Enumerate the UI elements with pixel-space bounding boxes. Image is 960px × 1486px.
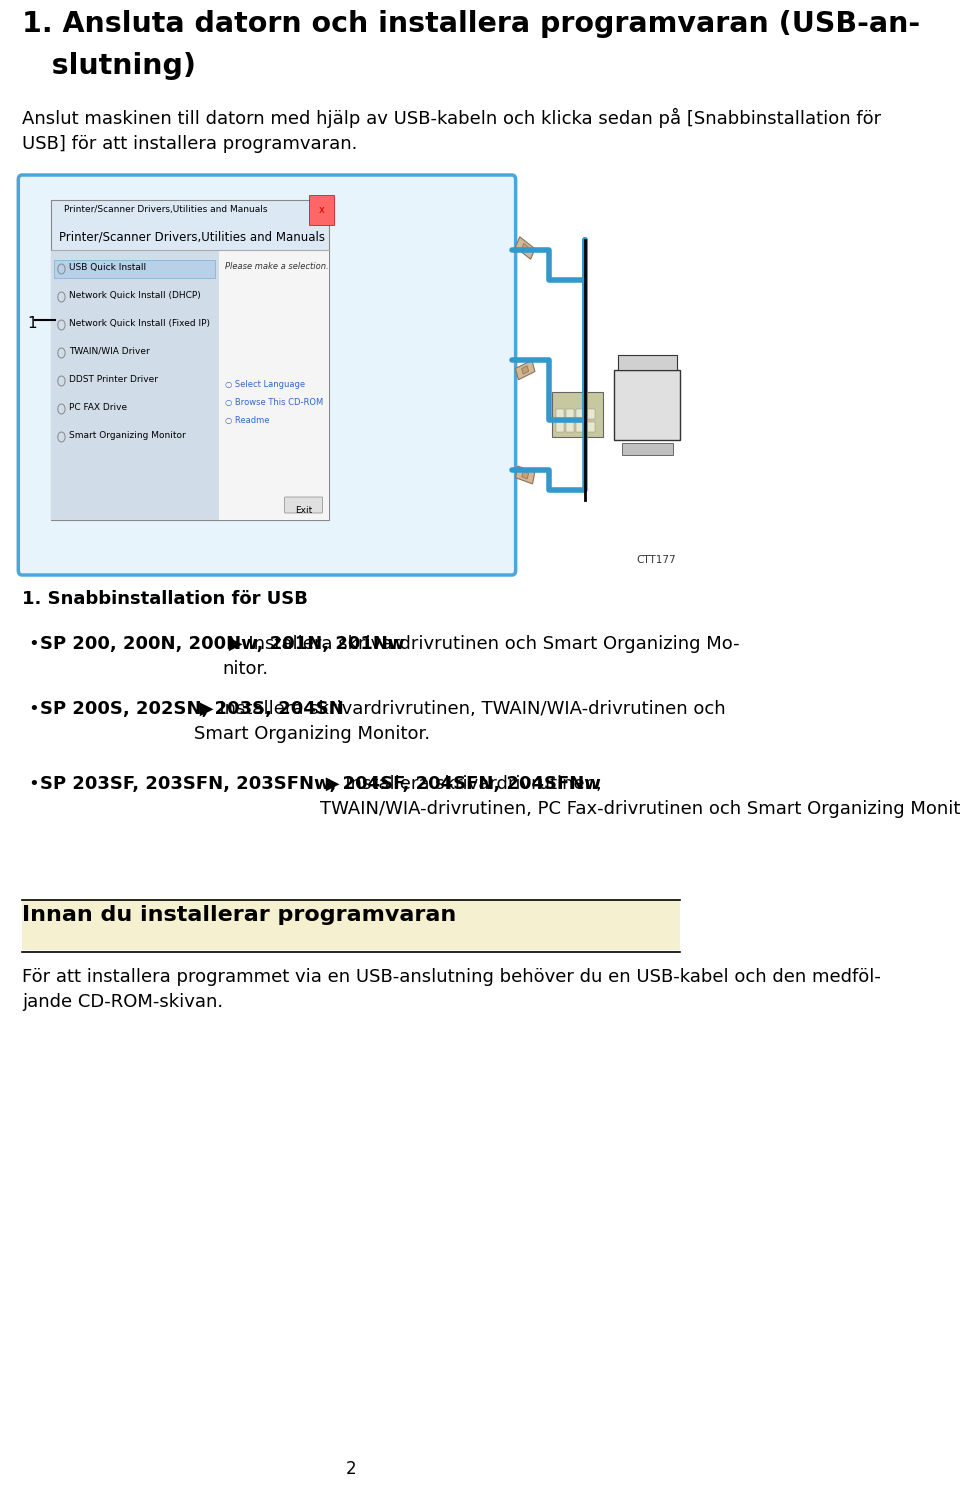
Text: 1. Snabbinstallation för USB: 1. Snabbinstallation för USB: [22, 590, 308, 608]
Text: 2: 2: [346, 1461, 356, 1479]
Text: •: •: [29, 700, 52, 718]
Bar: [51, 201, 329, 520]
Bar: [522, 471, 529, 478]
Text: SP 203SF, 203SFN, 203SFNw, 204SF, 204SFN, 204SFNw: SP 203SF, 203SFN, 203SFNw, 204SF, 204SFN…: [40, 776, 601, 794]
Text: PC FAX Drive: PC FAX Drive: [69, 403, 127, 412]
Text: ▶ Installera skrivardrivrutinen,
TWAIN/WIA-drivrutinen, PC Fax-drivrutinen och S: ▶ Installera skrivardrivrutinen, TWAIN/W…: [320, 776, 960, 817]
Bar: [552, 392, 604, 437]
Text: Exit: Exit: [295, 507, 312, 516]
Text: •: •: [29, 635, 52, 652]
Text: ▶ Installera skrivardrivrutinen, TWAIN/WIA-drivrutinen och
Smart Organizing Moni: ▶ Installera skrivardrivrutinen, TWAIN/W…: [194, 700, 726, 743]
Bar: [51, 201, 329, 221]
FancyBboxPatch shape: [284, 496, 323, 513]
Bar: [51, 250, 220, 520]
Bar: [516, 467, 535, 484]
Bar: [516, 236, 535, 259]
Text: 1. Ansluta datorn och installera programvaran (USB-an-: 1. Ansluta datorn och installera program…: [22, 10, 920, 39]
Bar: [622, 443, 673, 455]
Text: Printer/Scanner Drivers,Utilities and Manuals: Printer/Scanner Drivers,Utilities and Ma…: [64, 205, 268, 214]
Text: TWAIN/WIA Driver: TWAIN/WIA Driver: [69, 348, 150, 357]
Bar: [614, 370, 681, 440]
Bar: [54, 260, 215, 278]
Text: •: •: [29, 776, 52, 794]
Bar: [556, 409, 564, 419]
Bar: [220, 250, 329, 520]
Bar: [587, 422, 594, 432]
Text: Network Quick Install (Fixed IP): Network Quick Install (Fixed IP): [69, 319, 209, 328]
Bar: [556, 422, 564, 432]
Text: ○ Browse This CD-ROM: ○ Browse This CD-ROM: [226, 398, 324, 407]
Text: x: x: [319, 205, 324, 215]
Bar: [587, 409, 594, 419]
Bar: [618, 355, 677, 370]
Bar: [521, 366, 529, 374]
Bar: [516, 360, 535, 380]
Bar: [576, 409, 585, 419]
Text: 1: 1: [28, 317, 37, 331]
Text: DDST Printer Driver: DDST Printer Driver: [69, 374, 157, 383]
Text: Network Quick Install (DHCP): Network Quick Install (DHCP): [69, 291, 201, 300]
Text: Anslut maskinen till datorn med hjälp av USB-kabeln och klicka sedan på [Snabbin: Anslut maskinen till datorn med hjälp av…: [22, 108, 881, 153]
Text: slutning): slutning): [22, 52, 196, 80]
Text: ○ Select Language: ○ Select Language: [226, 380, 305, 389]
Text: CTT177: CTT177: [636, 554, 676, 565]
Text: Innan du installerar programvaran: Innan du installerar programvaran: [22, 905, 456, 924]
Bar: [22, 901, 681, 950]
Text: Smart Organizing Monitor: Smart Organizing Monitor: [69, 431, 185, 440]
Bar: [521, 244, 529, 253]
Text: ▶ Installera skrivardrivrutinen och Smart Organizing Mo-
nitor.: ▶ Installera skrivardrivrutinen och Smar…: [223, 635, 739, 678]
Bar: [576, 422, 585, 432]
Text: För att installera programmet via en USB-anslutning behöver du en USB-kabel och : För att installera programmet via en USB…: [22, 967, 881, 1010]
Bar: [566, 422, 574, 432]
FancyBboxPatch shape: [18, 175, 516, 575]
Text: USB Quick Install: USB Quick Install: [69, 263, 146, 272]
Text: Please make a selection.: Please make a selection.: [226, 262, 329, 270]
Text: SP 200S, 202SN, 203S, 204SN: SP 200S, 202SN, 203S, 204SN: [40, 700, 344, 718]
Bar: [566, 409, 574, 419]
Text: Printer/Scanner Drivers,Utilities and Manuals: Printer/Scanner Drivers,Utilities and Ma…: [59, 230, 324, 244]
Text: ○ Readme: ○ Readme: [226, 416, 270, 425]
Text: SP 200, 200N, 200Nw, 201N, 201Nw: SP 200, 200N, 200Nw, 201N, 201Nw: [40, 635, 405, 652]
